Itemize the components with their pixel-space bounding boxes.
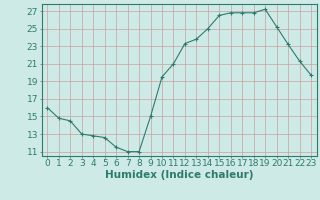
X-axis label: Humidex (Indice chaleur): Humidex (Indice chaleur) [105, 170, 253, 180]
